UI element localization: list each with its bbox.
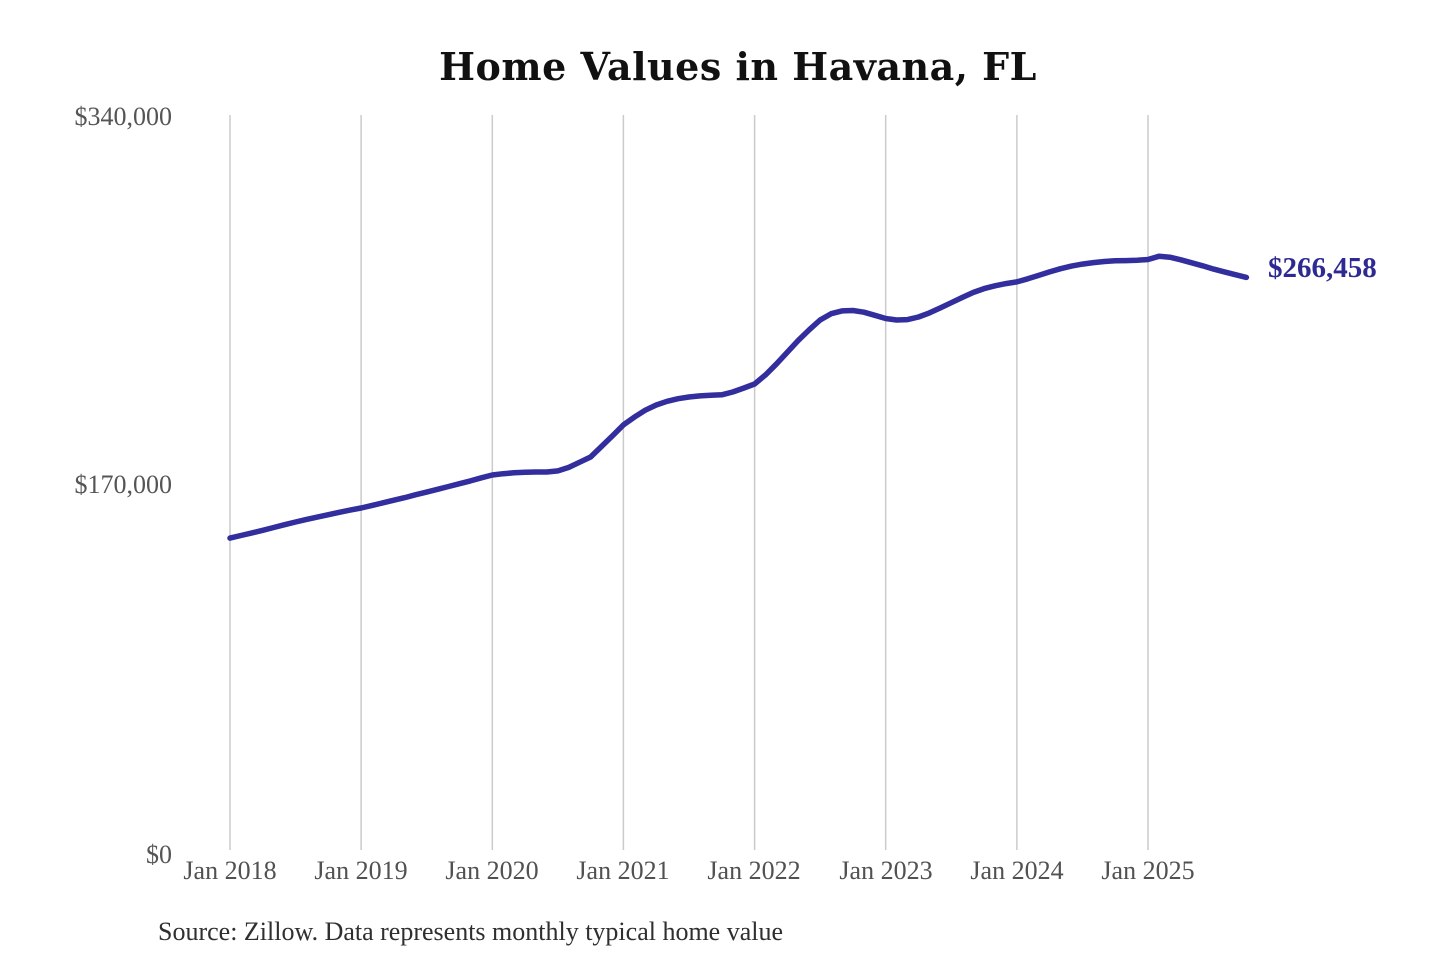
source-note: Source: Zillow. Data represents monthly … (158, 917, 784, 946)
x-axis-tick-label-jan-2020: Jan 2020 (445, 856, 539, 885)
y-axis-tick-label-170000: $170,000 (74, 470, 173, 499)
latest-value-label: $266,458 (1268, 252, 1377, 284)
home-value-line (227, 253, 1250, 541)
x-axis-tick-label-jan-2018: Jan 2018 (183, 856, 277, 885)
y-axis-tick-label-340000: $340,000 (74, 102, 173, 131)
y-axis-tick-label-0: $0 (146, 840, 172, 869)
x-axis-tick-label-jan-2019: Jan 2019 (314, 856, 408, 885)
x-axis-tick-label-jan-2025: Jan 2025 (1101, 856, 1195, 885)
x-axis-tick-label-jan-2023: Jan 2023 (839, 856, 933, 885)
x-axis-tick-label-jan-2022: Jan 2022 (707, 856, 801, 885)
x-axis-tick-label-jan-2021: Jan 2021 (576, 856, 670, 885)
x-axis-tick-label-jan-2024: Jan 2024 (970, 856, 1064, 885)
chart-title: Home Values in Havana, FL (439, 44, 1037, 89)
